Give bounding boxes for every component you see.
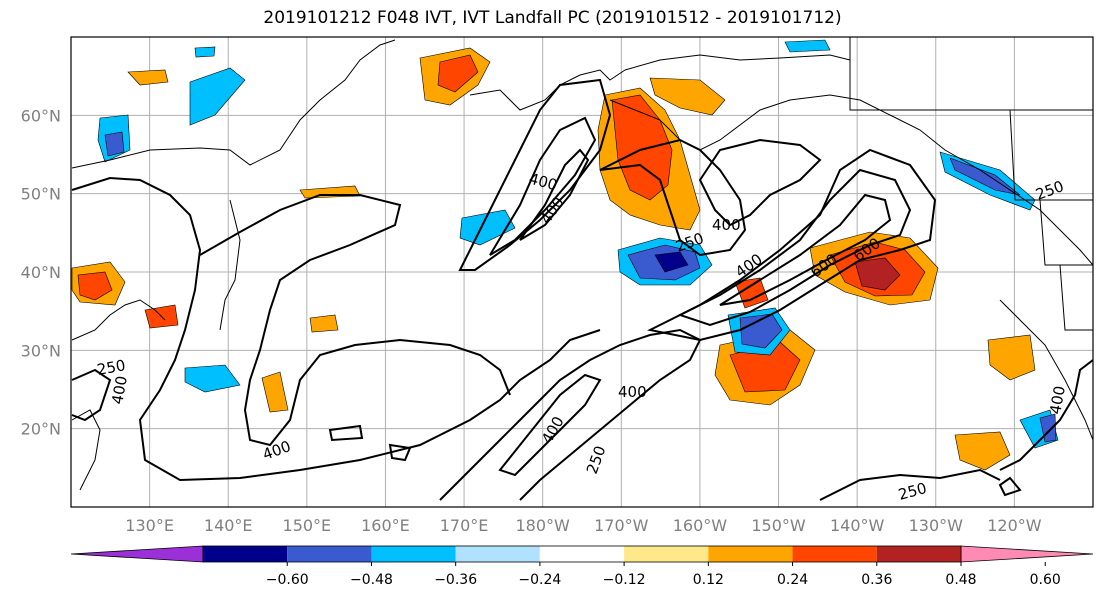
colorbar-tick-label: 0.60 [1030,572,1061,588]
positive-anomaly-patch [987,334,1036,381]
latitude-labels: 60°N 50°N 40°N 30°N 20°N [21,106,61,438]
ivt-contours [71,78,1093,501]
shaded-ivt-anomalies [71,39,1059,471]
colorbar-tick-label: 0.24 [777,572,808,588]
positive-anomaly-patch [437,54,479,93]
colorbar-tick-label: −0.36 [434,572,477,588]
colorbar-tick-label: −0.12 [603,572,646,588]
colorbar-segment [792,546,877,562]
positive-anomaly-patch [309,314,339,333]
colorbar-segment [539,546,625,562]
negative-anomaly-patch [949,157,1021,196]
contour-label: 400 [108,374,131,405]
negative-anomaly-patch [784,39,831,53]
colorbar-tick-label: −0.60 [266,572,309,588]
colorbar-tick-label: −0.48 [350,572,393,588]
longitude-tick-label: 170°W [594,516,649,535]
colorbar-tick-labels: −0.60 −0.48 −0.36 −0.24 −0.12 0.12 0.24 0.36 0.4… [266,562,1061,588]
colorbar-tick-label: −0.24 [518,572,561,588]
colorbar-extend-min [70,545,204,563]
colorbar-frame [202,545,962,563]
contour-label: 400 [618,383,647,401]
latitude-tick-label: 20°N [21,420,61,439]
map-title: 2019101212 F048 IVT, IVT Landfall PC (20… [263,8,842,28]
longitude-tick-label: 150°E [283,516,332,535]
longitude-tick-label: 160°E [361,516,410,535]
negative-anomaly-patch [189,67,246,126]
contour-label: 250 [96,356,127,379]
positive-anomaly-patch [854,257,901,291]
colorbar-segment [624,546,709,562]
colorbar-segment [203,546,288,562]
longitude-labels: 130°E 140°E 150°E 160°E 170°E 180°W 170°W 160°W… [125,516,1041,535]
positive-anomaly-patch [954,431,1011,471]
colorbar-segment [876,546,961,562]
colorbar [70,545,1094,563]
longitude-tick-label: 180°W [516,516,571,535]
positive-anomaly-patch [611,94,673,201]
contour-label: 400 [712,216,741,234]
positive-anomaly-patch [261,371,289,413]
longitude-tick-label: 140°W [830,516,885,535]
longitude-tick-label: 120°W [987,516,1042,535]
colorbar-tick-label: 0.48 [945,572,976,588]
map-border [70,36,1094,508]
positive-anomaly-patch [77,271,113,301]
colorbar-segment [455,546,540,562]
latitude-tick-label: 50°N [21,185,61,204]
colorbar-extend-max [960,545,1094,563]
longitude-tick-label: 130°W [909,516,964,535]
negative-anomaly-patch [184,364,241,393]
colorbar-tick-label: 0.12 [693,572,724,588]
positive-anomaly-patch [127,69,169,86]
latitude-tick-label: 40°N [21,263,61,282]
longitude-tick-label: 140°E [204,516,253,535]
colorbar-tick-label: 0.36 [861,572,892,588]
colorbar-segment [708,546,793,562]
contour-label: 400 [1046,384,1069,415]
negative-anomaly-patch [654,251,689,273]
longitude-tick-label: 150°W [751,516,806,535]
latitude-tick-label: 60°N [21,106,61,125]
colorbar-segment [371,546,456,562]
longitude-tick-label: 170°E [440,516,489,535]
negative-anomaly-patch [459,209,516,246]
longitude-tick-label: 130°E [125,516,174,535]
colorbar-segment [287,546,372,562]
negative-anomaly-patch [739,313,783,349]
negative-anomaly-patch [194,46,216,58]
latitude-tick-label: 30°N [21,341,61,360]
positive-anomaly-patch [649,77,726,116]
longitude-tick-label: 160°W [673,516,728,535]
negative-anomaly-patch [104,131,125,157]
